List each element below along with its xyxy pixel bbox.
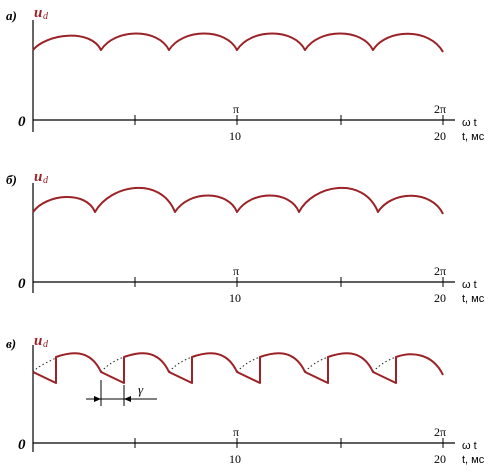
- waveform-a: [32, 32, 444, 53]
- tick-label-pi-a: π: [233, 102, 239, 116]
- tick-label-2pi-a: 2π: [434, 102, 446, 116]
- panel-c: в) u d 0 π 2π 10 20 ω t t, мс: [6, 333, 485, 466]
- panel-a: а) u d 0 π 2π 10 20 ω t t, мс: [6, 5, 485, 143]
- origin-label-b: 0: [18, 276, 26, 292]
- y-axis-subscript-a: d: [43, 11, 49, 22]
- y-axis-label-a: u: [34, 5, 42, 21]
- y-axis-subscript-c: d: [43, 339, 49, 350]
- tick-label-pi-b: π: [233, 264, 239, 278]
- tick-label-2pi-c: 2π: [434, 425, 446, 439]
- panel-a-label: а): [6, 8, 17, 23]
- tick-label-10-c: 10: [229, 452, 241, 466]
- gamma-label: γ: [138, 382, 144, 397]
- tick-label-20-b: 20: [434, 291, 446, 305]
- panel-b: б) u d 0 π 2π 10 20 ω t t, мс: [6, 169, 485, 305]
- tick-label-10-a: 10: [229, 129, 241, 143]
- y-axis-label-c: u: [34, 333, 42, 349]
- tick-label-pi-c: π: [233, 425, 239, 439]
- y-axis-label-b: u: [34, 169, 42, 185]
- commutation-angle-marker: γ: [86, 380, 157, 406]
- origin-label-a: 0: [18, 114, 26, 130]
- waveform-c: [32, 352, 444, 384]
- tick-label-10-b: 10: [229, 291, 241, 305]
- origin-label-c: 0: [18, 437, 26, 453]
- panel-b-label: б): [6, 172, 17, 187]
- x-axis-time-label-a: t, мс: [462, 131, 485, 143]
- x-axis-time-label-b: t, мс: [462, 293, 485, 305]
- y-axis-subscript-b: d: [43, 175, 49, 186]
- waveform-b: [32, 187, 444, 215]
- x-axis-omega-label-c: ω t: [462, 440, 477, 452]
- tick-label-20-a: 20: [434, 129, 446, 143]
- x-axis-time-label-c: t, мс: [462, 454, 485, 466]
- x-axis-omega-label-b: ω t: [462, 279, 477, 291]
- tick-label-20-c: 20: [434, 452, 446, 466]
- x-axis-omega-label-a: ω t: [462, 117, 477, 129]
- tick-label-2pi-b: 2π: [434, 264, 446, 278]
- ideal-waveform-reference: [32, 356, 397, 373]
- panel-c-label: в): [6, 336, 16, 351]
